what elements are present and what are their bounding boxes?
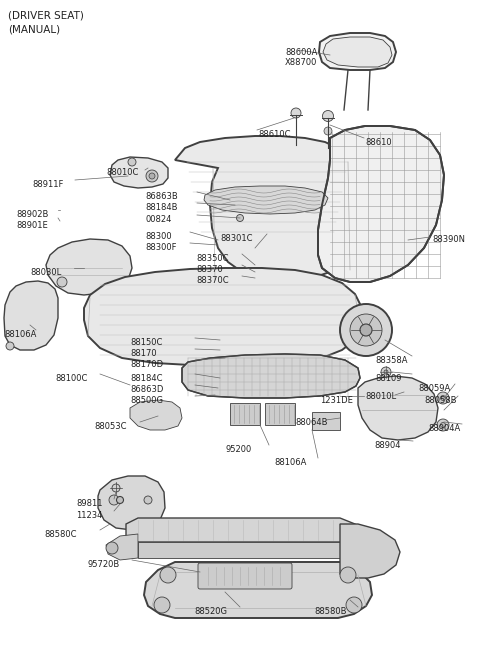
Text: 88580C: 88580C [44,530,76,539]
Text: 86863D: 86863D [130,385,163,394]
Text: (DRIVER SEAT): (DRIVER SEAT) [8,10,84,20]
Circle shape [346,597,362,613]
Text: 86863B: 86863B [145,192,178,201]
Text: 88600A
X88700: 88600A X88700 [285,48,317,67]
Polygon shape [318,126,444,282]
Text: 88058B: 88058B [424,396,456,405]
Text: 11234: 11234 [76,511,102,520]
Text: 88904A: 88904A [428,424,460,433]
Circle shape [324,127,332,135]
Text: 88170: 88170 [130,349,156,358]
Circle shape [154,597,170,613]
Polygon shape [182,354,360,398]
Polygon shape [110,157,168,188]
Text: 88184C: 88184C [130,374,163,383]
Text: 88059A: 88059A [418,384,450,393]
Text: 88580B: 88580B [314,607,347,616]
Polygon shape [126,518,355,542]
Circle shape [6,342,14,350]
Text: 95200: 95200 [225,445,251,454]
Text: 88390N: 88390N [432,235,465,244]
Circle shape [441,396,445,400]
Polygon shape [358,376,438,440]
Circle shape [323,111,334,121]
Text: 95720B: 95720B [88,560,120,569]
Circle shape [441,422,445,428]
Text: 88904: 88904 [374,441,400,450]
Polygon shape [204,186,328,214]
Text: 88109: 88109 [375,374,401,383]
Polygon shape [98,476,165,530]
Text: 88184B: 88184B [145,203,178,212]
Polygon shape [144,562,372,618]
Circle shape [340,304,392,356]
Circle shape [437,392,449,404]
Text: 88520G: 88520G [194,607,227,616]
Polygon shape [4,281,58,350]
Polygon shape [175,136,360,280]
Polygon shape [265,403,295,425]
Polygon shape [323,37,392,67]
Text: 88901E: 88901E [16,221,48,230]
Circle shape [340,567,356,583]
Circle shape [291,108,301,118]
Text: 88030L: 88030L [30,268,61,277]
Polygon shape [319,33,396,70]
Text: 88300: 88300 [145,232,172,241]
Circle shape [149,173,155,179]
Polygon shape [312,412,340,430]
Circle shape [350,314,382,346]
Text: 88010L: 88010L [365,392,396,401]
Circle shape [437,419,449,431]
Text: 88300F: 88300F [145,243,177,252]
Polygon shape [340,524,400,578]
Text: 88370: 88370 [196,265,223,274]
Text: 89811: 89811 [76,499,103,508]
Text: 88064B: 88064B [295,418,327,427]
Circle shape [237,214,243,221]
Text: 88370C: 88370C [196,276,228,285]
Polygon shape [130,400,182,430]
Text: 1231DE: 1231DE [320,396,353,405]
Polygon shape [84,268,362,365]
Text: 88053C: 88053C [94,422,127,431]
Circle shape [57,277,67,287]
Circle shape [384,370,388,374]
Circle shape [360,324,372,336]
Circle shape [144,496,152,504]
Circle shape [381,367,391,377]
Text: 88150C: 88150C [130,338,162,347]
Circle shape [160,567,176,583]
Circle shape [106,542,118,554]
Polygon shape [106,534,138,560]
Text: (MANUAL): (MANUAL) [8,24,60,34]
Text: 88106A: 88106A [274,458,306,467]
Circle shape [112,484,120,492]
Circle shape [117,496,123,504]
Polygon shape [138,542,340,558]
Polygon shape [230,403,260,425]
Text: 88500G: 88500G [130,396,163,405]
Text: 88610: 88610 [365,138,392,147]
Text: 88100C: 88100C [55,374,87,383]
Text: 88358A: 88358A [375,356,408,365]
Circle shape [109,495,119,505]
Polygon shape [46,239,132,295]
Text: 88610C: 88610C [258,130,290,139]
Circle shape [128,158,136,166]
FancyBboxPatch shape [198,563,292,589]
Text: 00824: 00824 [145,215,171,224]
Text: 88106A: 88106A [4,330,36,339]
Text: 88301C: 88301C [220,234,252,243]
Text: 88902B: 88902B [16,210,48,219]
Text: 88911F: 88911F [32,180,63,189]
Circle shape [146,170,158,182]
Text: 88170D: 88170D [130,360,163,369]
Text: 88010C: 88010C [106,168,138,177]
Text: 88350C: 88350C [196,254,228,263]
